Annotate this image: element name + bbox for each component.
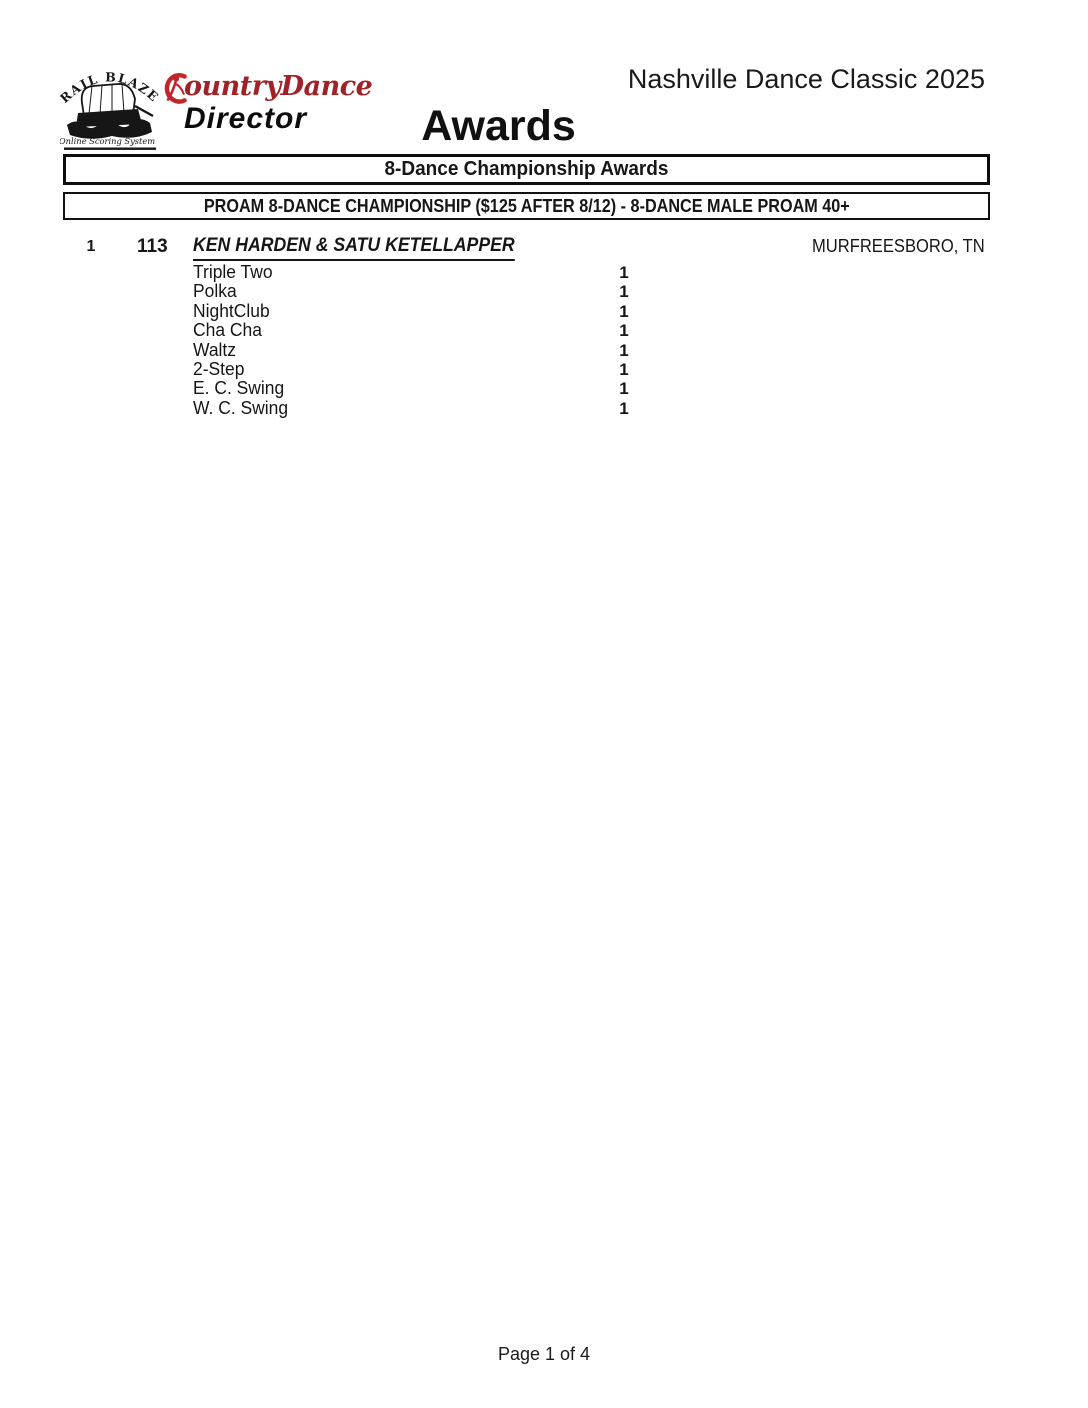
dance-score: 1: [619, 379, 629, 399]
entry-placement: 1: [86, 238, 96, 255]
dance-row: Polka 1: [193, 281, 663, 302]
countrydance-director-logo: ountryDance Director: [159, 70, 419, 150]
entry-competitors: KEN HARDEN & SATU KETELLAPPER: [193, 235, 515, 261]
dance-score-list: Triple Two 1 Polka 1 NightClub 1 Cha Cha…: [193, 262, 663, 418]
page-title-wrap: Awards: [63, 102, 990, 151]
logo-tagline: Online Scoring System: [60, 136, 155, 146]
division-banner-text: PROAM 8-DANCE CHAMPIONSHIP ($125 AFTER 8…: [203, 195, 850, 216]
dance-name: Waltz: [193, 339, 237, 360]
dance-name: E. C. Swing: [193, 378, 285, 399]
dance-name: NightClub: [193, 300, 270, 321]
dance-row: Waltz 1: [193, 339, 663, 360]
section-banner-text: 8-Dance Championship Awards: [384, 158, 669, 180]
dance-row: 2-Step 1: [193, 358, 663, 379]
brand-director-text: Director: [184, 102, 308, 135]
dance-score: 1: [619, 359, 629, 379]
dance-row: W. C. Swing 1: [193, 397, 663, 418]
logo-underline: [64, 147, 156, 150]
page-footer: Page 1 of 4: [497, 1344, 591, 1364]
dance-name: Cha Cha: [193, 320, 262, 341]
dance-row: NightClub 1: [193, 300, 663, 321]
dance-row: Cha Cha 1: [193, 320, 663, 341]
dancer-c-icon: [164, 72, 187, 104]
section-banner: 8-Dance Championship Awards: [63, 154, 990, 185]
dance-score: 1: [619, 398, 629, 418]
entry-number: 113: [137, 236, 168, 257]
covered-wagon-icon: [67, 83, 154, 139]
dance-score: 1: [619, 340, 629, 360]
dance-score: 1: [619, 301, 629, 321]
dance-row: Triple Two 1: [193, 262, 663, 282]
event-title: Nashville Dance Classic 2025: [627, 64, 985, 94]
entry-location: MURFREESBORO, TN: [812, 236, 985, 256]
dance-score: 1: [619, 263, 629, 282]
dance-name: W. C. Swing: [193, 397, 289, 418]
dance-score: 1: [619, 282, 629, 302]
brand-top-row: ountryDance: [159, 70, 373, 108]
dance-name: 2-Step: [193, 358, 245, 379]
trail-blazer-wagon-logo: TRAIL BLAZER Online Scoring System: [60, 62, 160, 150]
dance-row: E. C. Swing 1: [193, 378, 663, 399]
dance-name: Triple Two: [193, 262, 273, 282]
page-title: Awards: [421, 102, 576, 150]
division-banner: PROAM 8-DANCE CHAMPIONSHIP ($125 AFTER 8…: [63, 192, 990, 220]
dance-score: 1: [619, 321, 629, 341]
dance-name: Polka: [193, 281, 237, 302]
brand-countrydance-text: ountryDance: [184, 71, 373, 102]
